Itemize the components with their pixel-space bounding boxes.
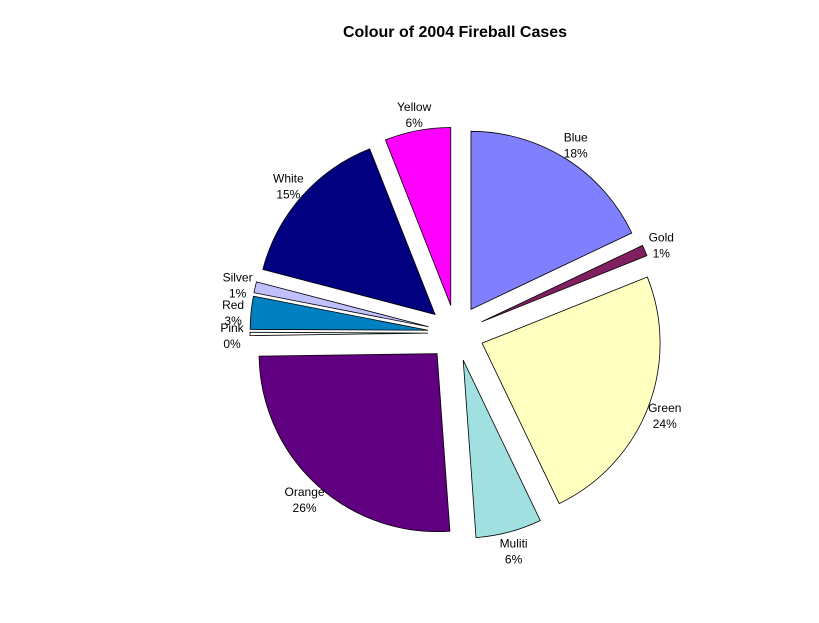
chart-title: Colour of 2004 Fireball Cases (343, 24, 567, 41)
slice-label-green: Green (648, 401, 681, 415)
slice-pct-yellow: 6% (405, 116, 423, 130)
slice-label-pink: Pink (220, 321, 244, 335)
slice-label-silver: Silver (223, 270, 253, 284)
slice-label-orange: Orange (285, 485, 325, 499)
slice-red (249, 295, 429, 331)
slice-yellow (384, 127, 452, 306)
slice-pct-green: 24% (653, 417, 677, 431)
slice-pct-white: 15% (276, 187, 300, 201)
slice-pct-gold: 1% (653, 246, 671, 260)
slice-gold (481, 244, 648, 323)
slice-silver (253, 281, 429, 328)
slice-pct-red: 3% (224, 314, 242, 328)
pie-slices (249, 127, 661, 539)
slice-pink (249, 331, 429, 337)
slice-label-yellow: Yellow (397, 100, 432, 114)
slice-pct-muliti: 6% (505, 552, 523, 566)
slice-pct-blue: 18% (564, 147, 588, 161)
pie-labels: Blue 18% Gold 1% Green 24% Muliti 6% Orange 26% Pi… (220, 100, 681, 567)
slice-white (262, 148, 436, 316)
slice-label-gold: Gold (649, 230, 674, 244)
slice-pct-pink: 0% (223, 337, 241, 351)
slice-orange (258, 353, 451, 533)
slice-label-white: White (273, 171, 304, 185)
slice-muliti (462, 359, 541, 539)
slice-green (481, 276, 661, 505)
slice-label-red: Red (222, 298, 244, 312)
slice-label-blue: Blue (564, 131, 588, 145)
slice-pct-orange: 26% (293, 501, 317, 515)
slice-label-muliti: Muliti (500, 536, 528, 550)
slice-blue (470, 130, 633, 310)
slice-pct-silver: 1% (229, 286, 247, 300)
